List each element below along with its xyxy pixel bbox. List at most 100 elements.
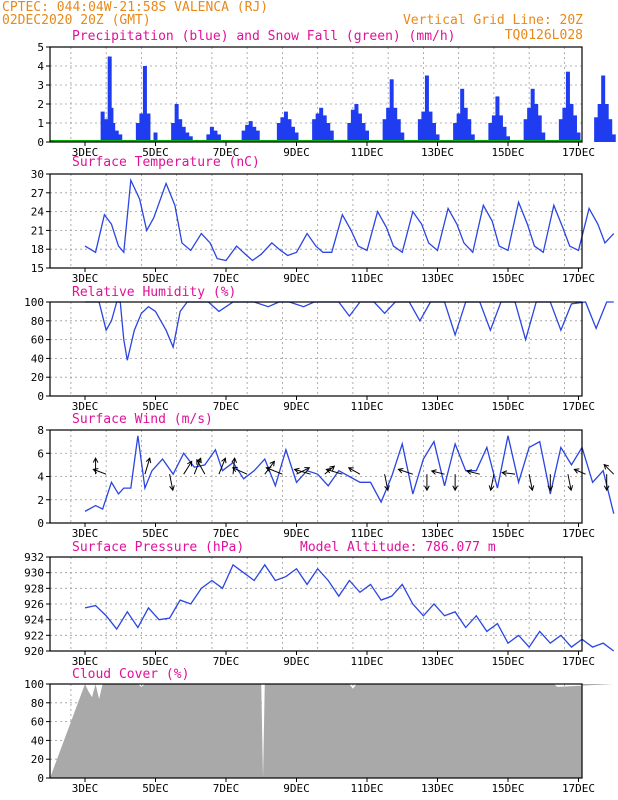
series-line xyxy=(84,563,615,652)
series-line xyxy=(85,301,614,361)
wind-arrowhead xyxy=(573,468,580,474)
x-tick-label: 9DEC xyxy=(283,655,310,668)
wind-arrowhead xyxy=(304,467,311,473)
precip-bar xyxy=(329,130,334,142)
panel-frame xyxy=(49,556,583,652)
wind-arrow xyxy=(169,474,174,491)
wind-arrowhead xyxy=(465,469,472,475)
x-tick-label: 5DEC xyxy=(142,527,169,540)
precip-bar xyxy=(287,119,292,142)
y-tick-label: 6 xyxy=(37,447,44,460)
precip-bar xyxy=(396,119,401,142)
wind-arrowhead xyxy=(231,457,238,463)
wind-arrowhead xyxy=(547,485,554,492)
y-tick-label: 80 xyxy=(31,315,44,328)
precip-bar xyxy=(456,113,461,142)
x-tick-label: 7DEC xyxy=(213,655,240,668)
y-tick-label: 4 xyxy=(37,60,44,73)
precip-bar xyxy=(498,115,503,142)
precip-bar xyxy=(470,134,475,142)
precip-bar xyxy=(315,113,320,142)
x-tick-label: 11DEC xyxy=(350,146,383,159)
header-datetime: 02DEC2020 20Z (GMT) xyxy=(2,13,151,28)
y-tick-label: 100 xyxy=(24,296,44,309)
x-tick-label: 17DEC xyxy=(562,782,595,795)
x-tick-label: 5DEC xyxy=(142,272,169,285)
x-tick-label: 5DEC xyxy=(142,655,169,668)
y-tick-label: 926 xyxy=(24,598,44,611)
y-tick-label: 3 xyxy=(37,79,44,92)
x-tick-label: 9DEC xyxy=(283,146,310,159)
model-altitude: Model Altitude: 786.077 m xyxy=(300,540,496,555)
wind-arrow xyxy=(232,458,236,475)
y-tick-label: 0 xyxy=(37,136,44,149)
precip-bar xyxy=(252,126,257,142)
precip-bar xyxy=(174,104,179,142)
precip-bar xyxy=(527,107,532,142)
humidity-title: Relative Humidity (%) xyxy=(72,285,236,300)
precip-bar xyxy=(365,130,369,142)
wind-arrow xyxy=(567,474,572,491)
wind-title: Surface Wind (m/s) xyxy=(72,412,213,427)
precip-bar xyxy=(453,123,458,142)
precip-bar xyxy=(347,123,352,142)
x-tick-label: 11DEC xyxy=(350,272,383,285)
precip-bar xyxy=(495,96,500,142)
precip-bar xyxy=(467,119,472,142)
y-tick-label: 922 xyxy=(24,629,44,642)
precip-bar xyxy=(361,123,366,142)
wind-arrow xyxy=(431,470,445,475)
precip-bar xyxy=(312,119,317,142)
wind-arrowhead xyxy=(567,485,574,492)
x-tick-label: 17DEC xyxy=(562,655,595,668)
precip-bar xyxy=(594,117,599,142)
x-tick-label: 11DEC xyxy=(350,400,383,413)
precip-bar xyxy=(576,132,581,142)
y-tick-label: 15 xyxy=(31,262,44,275)
precip-bar xyxy=(562,107,567,142)
header-station: CPTEC: 044:04W-21:58S VALENCA (RJ) xyxy=(2,0,268,15)
wind-arrowhead xyxy=(269,460,276,467)
header-code: TQ0126L028 xyxy=(505,28,583,43)
x-tick-label: 5DEC xyxy=(142,400,169,413)
x-tick-label: 13DEC xyxy=(421,146,454,159)
y-tick-label: 60 xyxy=(31,716,44,729)
y-tick-label: 0 xyxy=(37,517,44,530)
precip-bar xyxy=(611,134,616,142)
wind-arrow xyxy=(232,467,248,475)
y-tick-label: 100 xyxy=(24,678,44,691)
wind-arrow xyxy=(93,468,107,475)
precip-bar xyxy=(100,111,105,142)
y-tick-label: 930 xyxy=(24,567,44,580)
precip-bar xyxy=(491,115,496,142)
panel-frame xyxy=(49,173,583,269)
series-line xyxy=(84,435,615,514)
wind-arrow xyxy=(296,467,310,475)
precip-bar xyxy=(209,126,214,142)
precip-bar xyxy=(294,132,299,142)
y-tick-label: 24 xyxy=(31,206,45,219)
precip-bar xyxy=(107,56,112,142)
y-tick-label: 4 xyxy=(37,471,44,484)
x-tick-label: 13DEC xyxy=(421,782,454,795)
precip-bar xyxy=(322,115,327,142)
panel-frame xyxy=(49,301,583,397)
precip-bar xyxy=(608,119,613,142)
y-tick-label: 2 xyxy=(37,494,44,507)
x-tick-label: 7DEC xyxy=(213,782,240,795)
y-tick-label: 18 xyxy=(31,243,44,256)
x-tick-label: 3DEC xyxy=(72,527,99,540)
wind-arrowhead xyxy=(169,485,175,492)
wind-arrowhead xyxy=(221,457,227,464)
x-tick-label: 3DEC xyxy=(72,782,99,795)
precip-bar xyxy=(597,104,602,142)
precip-bar xyxy=(248,121,253,142)
y-tick-label: 20 xyxy=(31,753,44,766)
precip-bar xyxy=(188,136,193,142)
y-tick-label: 1 xyxy=(37,117,44,130)
precip-bar xyxy=(421,111,426,142)
precip-bar xyxy=(558,119,563,142)
precip-bar xyxy=(502,126,507,142)
precip-bar xyxy=(290,126,295,142)
precip-bar xyxy=(241,130,246,142)
